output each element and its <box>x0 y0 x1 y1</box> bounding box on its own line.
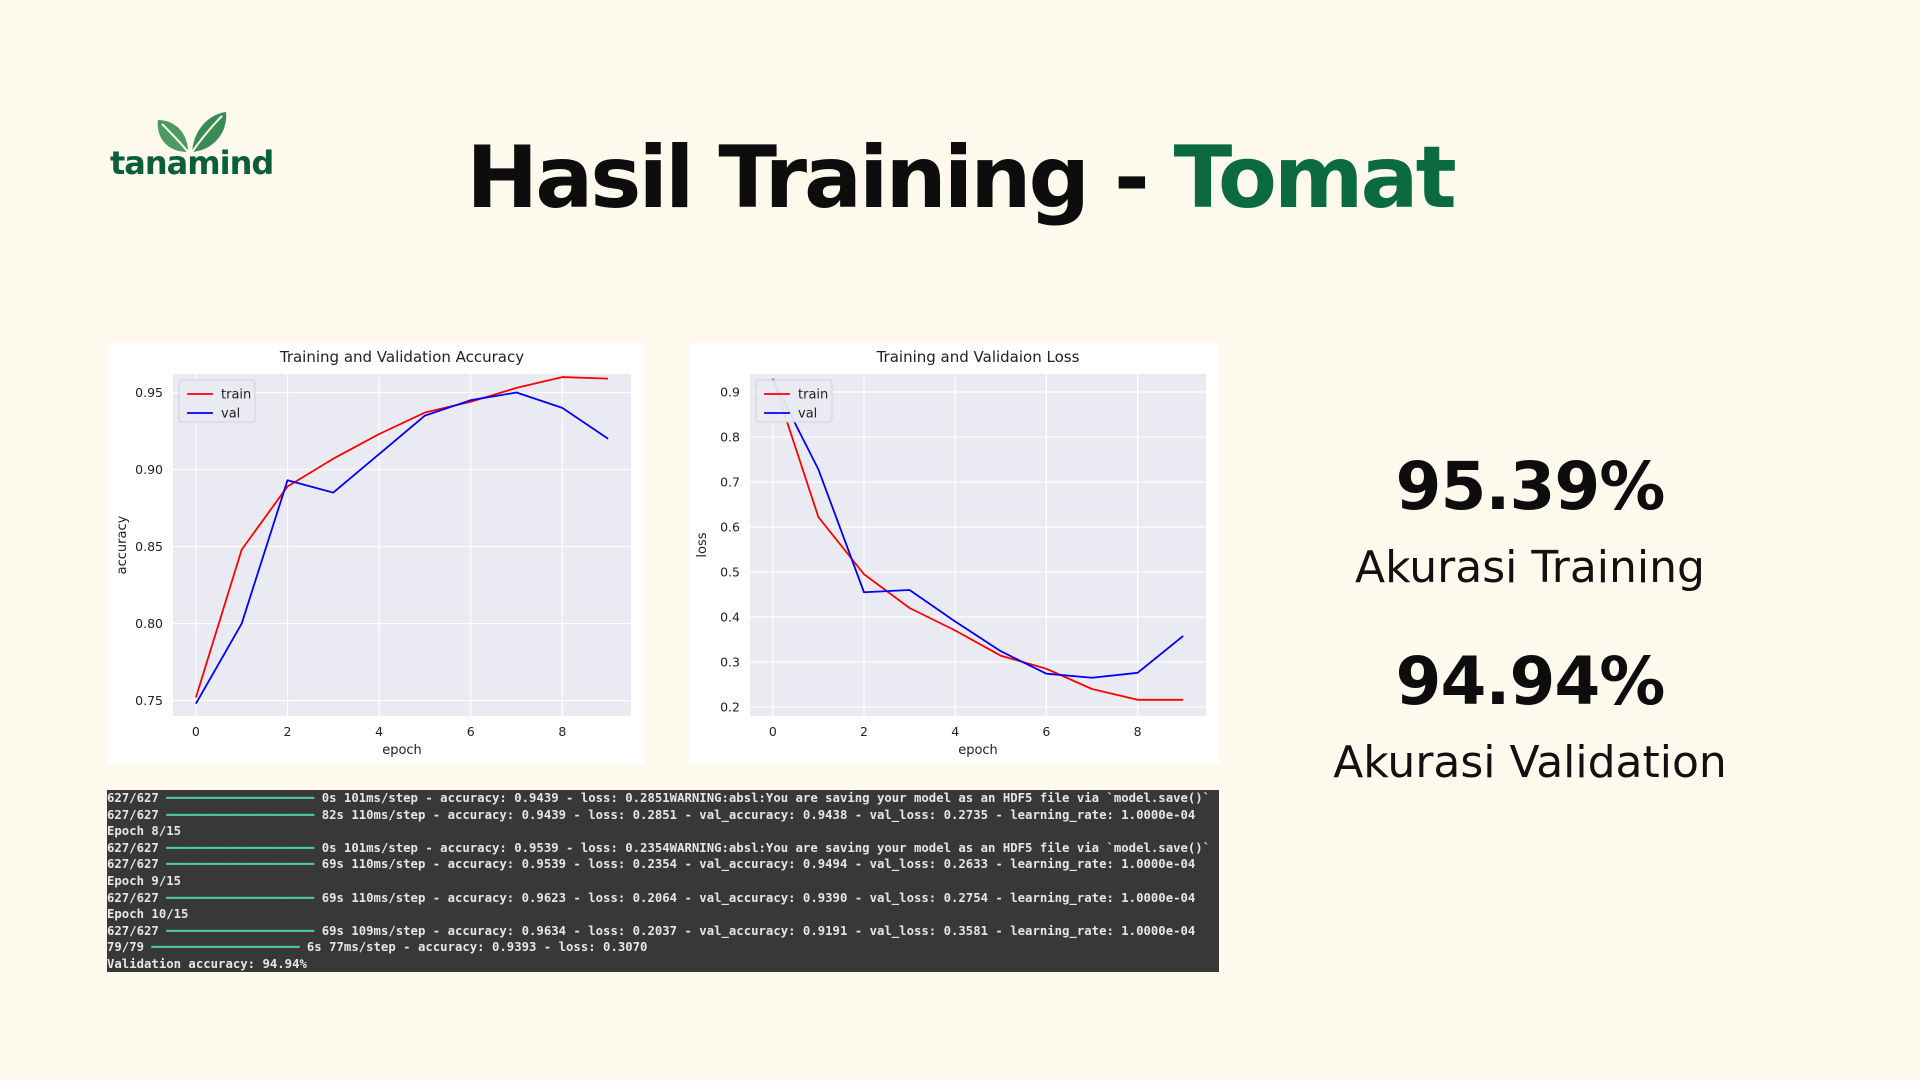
series-line-val <box>195 391 609 705</box>
title-main: Hasil Training - <box>466 128 1174 228</box>
validation-accuracy-value: 94.94% <box>1395 643 1666 720</box>
console-line-text: 69s 109ms/step - accuracy: 0.9634 - loss… <box>314 923 1196 938</box>
legend-box <box>755 379 833 423</box>
console-line-prefix: Epoch 8/15 <box>107 824 182 839</box>
page-title: Hasil Training - Tomat <box>0 128 1920 228</box>
legend-label: val <box>798 407 817 422</box>
x-tick-label: 4 <box>375 724 383 739</box>
chart-legend: train val <box>755 379 833 423</box>
x-tick-label: 8 <box>558 724 566 739</box>
y-axis-label: accuracy <box>115 515 130 574</box>
console-line-text: 0s 101ms/step - accuracy: 0.9539 - loss:… <box>314 840 1211 855</box>
training-log-console: 627/627 ━━━━━━━━━━━━━━━━━━━━ 0s 101ms/st… <box>107 790 1219 972</box>
leaves-icon <box>150 108 230 158</box>
y-tick-label: 0.3 <box>720 655 740 670</box>
console-progress-bar: ━━━━━━━━━━━━━━━━━━━━ <box>151 940 300 955</box>
x-axis-label: epoch <box>958 743 998 758</box>
chart-title: Training and Validaion Loss <box>876 348 1080 366</box>
loss-chart: 0 2 4 6 8 0.2 0.3 0.4 0.5 0.6 0.7 0.8 0.9 Training an… <box>695 348 1206 758</box>
console-line: 627/627 ━━━━━━━━━━━━━━━━━━━━ 0s 101ms/st… <box>107 790 1219 807</box>
console-progress-bar: ━━━━━━━━━━━━━━━━━━━━ <box>166 840 315 855</box>
console-line: 627/627 ━━━━━━━━━━━━━━━━━━━━ 69s 110ms/s… <box>107 890 1219 907</box>
training-accuracy-label: Akurasi Training <box>1355 542 1705 593</box>
x-tick-label: 6 <box>467 724 475 739</box>
y-tick-label: 0.95 <box>135 385 163 400</box>
plot-area <box>750 374 1206 716</box>
legend-label: train <box>798 388 828 403</box>
series-line-train <box>195 376 609 698</box>
console-line: 627/627 ━━━━━━━━━━━━━━━━━━━━ 82s 110ms/s… <box>107 807 1219 824</box>
console-progress-bar: ━━━━━━━━━━━━━━━━━━━━ <box>166 923 315 938</box>
console-line-text: 0s 101ms/step - accuracy: 0.9439 - loss:… <box>314 791 1211 805</box>
console-progress-bar: ━━━━━━━━━━━━━━━━━━━━ <box>166 890 315 905</box>
console-line: 627/627 ━━━━━━━━━━━━━━━━━━━━ 69s 110ms/s… <box>107 856 1219 873</box>
title-accent: Tomat <box>1173 128 1457 228</box>
accuracy-chart: 0 2 4 6 8 0.75 0.80 0.85 0.90 0.95 Training and Va… <box>115 348 631 758</box>
y-tick-label: 0.6 <box>720 520 740 535</box>
console-line-prefix: Epoch 10/15 <box>107 907 189 922</box>
console-line: 627/627 ━━━━━━━━━━━━━━━━━━━━ 69s 109ms/s… <box>107 923 1219 940</box>
plot-area <box>173 374 631 716</box>
console-line-prefix: 627/627 <box>107 791 167 805</box>
chart-legend: train val <box>178 379 256 423</box>
y-tick-label: 0.2 <box>720 700 740 715</box>
x-tick-label: 2 <box>860 724 868 739</box>
y-axis-label: loss <box>695 532 710 557</box>
console-line-prefix: 627/627 <box>107 807 167 822</box>
console-line-text: 69s 110ms/step - accuracy: 0.9539 - loss… <box>314 857 1196 872</box>
x-tick-label: 0 <box>769 724 777 739</box>
chart-title: Training and Validation Accuracy <box>279 348 524 366</box>
console-line-text: 6s 77ms/step - accuracy: 0.9393 - loss: … <box>299 940 648 955</box>
y-tick-label: 0.85 <box>135 539 163 554</box>
console-line-prefix: 79/79 <box>107 940 152 955</box>
y-tick-label: 0.90 <box>135 462 163 477</box>
console-line-prefix: Validation accuracy: 94.94% <box>107 956 307 971</box>
validation-accuracy-label: Akurasi Validation <box>1333 737 1727 788</box>
console-progress-bar: ━━━━━━━━━━━━━━━━━━━━ <box>166 857 315 872</box>
console-line-prefix: 627/627 <box>107 840 167 855</box>
console-line-prefix: 627/627 <box>107 890 167 905</box>
x-tick-label: 0 <box>192 724 200 739</box>
y-tick-label: 0.75 <box>135 693 163 708</box>
console-line-prefix: 627/627 <box>107 857 167 872</box>
console-line-text: 82s 110ms/step - accuracy: 0.9439 - loss… <box>314 807 1196 822</box>
training-accuracy-value: 95.39% <box>1395 448 1666 525</box>
legend-box <box>178 379 256 423</box>
x-tick-label: 6 <box>1042 724 1050 739</box>
x-axis-label: epoch <box>382 743 422 758</box>
console-line-prefix: Epoch 9/15 <box>107 873 182 888</box>
console-line-text: 69s 110ms/step - accuracy: 0.9623 - loss… <box>314 890 1196 905</box>
y-tick-label: 0.4 <box>720 610 740 625</box>
grid-lines <box>173 374 631 716</box>
console-line: Validation accuracy: 94.94% <box>107 956 1219 972</box>
console-line: 79/79 ━━━━━━━━━━━━━━━━━━━━ 6s 77ms/step … <box>107 939 1219 956</box>
series-line-train <box>771 378 1184 701</box>
legend-label: train <box>221 388 251 403</box>
y-tick-label: 0.8 <box>720 430 740 445</box>
y-tick-label: 0.80 <box>135 616 163 631</box>
x-tick-label: 4 <box>951 724 959 739</box>
loss-chart-panel: 0 2 4 6 8 0.2 0.3 0.4 0.5 0.6 0.7 0.8 0.9 Training an… <box>689 343 1219 765</box>
console-line-prefix: 627/627 <box>107 923 167 938</box>
console-line: 627/627 ━━━━━━━━━━━━━━━━━━━━ 0s 101ms/st… <box>107 840 1219 857</box>
console-progress-bar: ━━━━━━━━━━━━━━━━━━━━ <box>166 791 315 805</box>
brand-name: tanamind <box>110 144 274 182</box>
console-line: Epoch 9/15 <box>107 873 1219 890</box>
y-tick-label: 0.9 <box>720 385 740 400</box>
y-tick-label: 0.5 <box>720 565 740 580</box>
console-line: Epoch 10/15 <box>107 906 1219 923</box>
y-tick-label: 0.7 <box>720 475 740 490</box>
x-tick-label: 2 <box>284 724 292 739</box>
console-progress-bar: ━━━━━━━━━━━━━━━━━━━━ <box>166 807 315 822</box>
brand-logo: tanamind <box>110 108 290 188</box>
legend-label: val <box>221 407 240 422</box>
x-tick-label: 8 <box>1134 724 1142 739</box>
accuracy-chart-panel: 0 2 4 6 8 0.75 0.80 0.85 0.90 0.95 Training and Va… <box>107 343 645 765</box>
series-line-val <box>771 378 1184 679</box>
console-line: Epoch 8/15 <box>107 823 1219 840</box>
